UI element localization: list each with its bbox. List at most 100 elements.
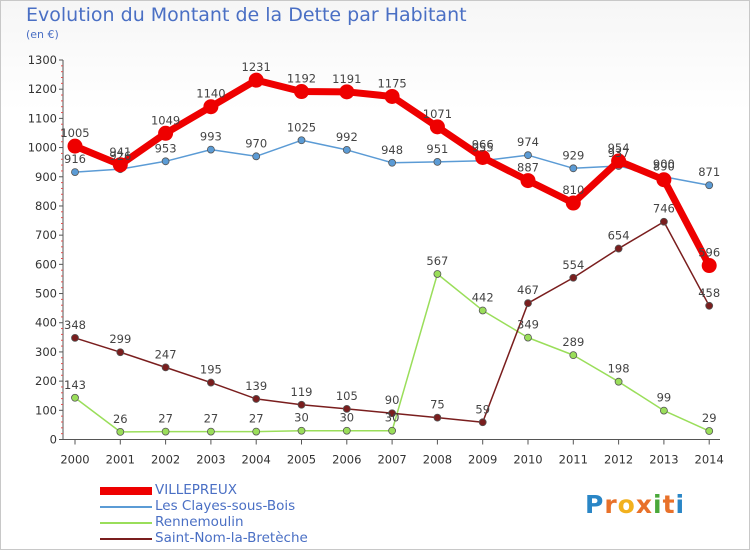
- data-point: [660, 406, 668, 415]
- data-point: [565, 195, 581, 211]
- data-label: 29: [702, 411, 717, 425]
- data-label: 974: [517, 135, 539, 149]
- proxiti-logo: Proxiti: [585, 490, 685, 519]
- data-point: [429, 119, 445, 135]
- y-tick-label: 300: [35, 345, 57, 359]
- data-point: [569, 351, 578, 360]
- x-tick-label: 2002: [151, 453, 180, 467]
- data-label: 105: [336, 389, 358, 403]
- data-label: 27: [204, 412, 219, 426]
- data-label: 1192: [287, 72, 316, 86]
- data-point: [705, 181, 714, 190]
- data-label: 1175: [377, 76, 406, 90]
- data-label: 929: [562, 148, 584, 162]
- data-label: 467: [517, 283, 539, 297]
- data-label: 970: [245, 136, 267, 150]
- data-label: 442: [472, 290, 494, 304]
- data-point: [252, 427, 261, 436]
- data-point: [252, 152, 261, 161]
- data-point: [297, 426, 306, 435]
- legend-swatch: [100, 522, 152, 524]
- data-label: 953: [155, 141, 177, 155]
- data-label: 937: [608, 146, 630, 160]
- data-label: 349: [517, 318, 539, 332]
- data-label: 887: [517, 161, 539, 175]
- legend-item: VILLEPREUX: [100, 482, 400, 500]
- data-point: [71, 393, 79, 402]
- logo-letter: i: [653, 490, 663, 519]
- data-point: [388, 158, 397, 167]
- data-point: [71, 168, 79, 176]
- data-label: 458: [698, 286, 720, 300]
- data-point: [384, 88, 400, 104]
- data-label: 119: [291, 385, 313, 399]
- data-label: 1071: [423, 107, 452, 121]
- data-label: 1140: [196, 87, 225, 101]
- x-tick-label: 2013: [649, 453, 678, 467]
- legend-swatch: [100, 487, 152, 495]
- data-point: [342, 404, 351, 413]
- y-tick-label: 500: [35, 287, 57, 301]
- data-label: 90: [385, 393, 400, 407]
- data-point: [67, 138, 83, 154]
- data-point: [705, 427, 714, 435]
- data-point: [569, 273, 578, 282]
- data-label: 26: [113, 412, 128, 426]
- data-label: 289: [562, 335, 584, 349]
- data-label: 27: [249, 412, 264, 426]
- data-point: [478, 306, 487, 315]
- data-label: 139: [245, 379, 267, 393]
- data-point: [297, 400, 306, 409]
- data-label: 1049: [151, 113, 180, 127]
- data-label: 948: [381, 143, 403, 157]
- logo-letter: t: [662, 490, 676, 519]
- y-tick-label: 1200: [28, 82, 57, 96]
- data-label: 75: [430, 398, 445, 412]
- data-point: [660, 217, 668, 226]
- x-tick-label: 2009: [468, 453, 497, 467]
- data-point: [297, 136, 306, 145]
- legend: VILLEPREUX Les Clayes-sous-Bois Rennemouli…: [100, 482, 400, 548]
- logo-letter: P: [585, 490, 605, 519]
- data-label: 890: [653, 160, 675, 174]
- legend-item: Saint-Nom-la-Bretèche: [100, 530, 400, 548]
- x-tick-label: 2014: [695, 453, 724, 467]
- data-label: 348: [64, 318, 86, 332]
- data-point: [342, 146, 351, 154]
- x-tick-label: 2006: [332, 453, 361, 467]
- data-point: [611, 153, 627, 169]
- data-label: 916: [64, 152, 86, 166]
- data-point: [342, 426, 351, 435]
- legend-item: Rennemoulin: [100, 514, 400, 532]
- data-label: 1025: [287, 120, 316, 134]
- data-point: [433, 157, 442, 166]
- data-point: [206, 145, 215, 154]
- data-label: 299: [109, 332, 131, 346]
- legend-label: Les Clayes-sous-Bois: [155, 498, 296, 514]
- data-label: 1005: [60, 126, 89, 140]
- data-point: [112, 157, 128, 173]
- data-label: 993: [200, 130, 222, 144]
- x-tick-label: 2008: [423, 453, 452, 467]
- legend-label: VILLEPREUX: [155, 482, 237, 498]
- data-label: 596: [698, 246, 720, 260]
- data-point: [206, 378, 215, 387]
- data-point: [524, 299, 532, 308]
- y-tick-label: 800: [35, 199, 57, 213]
- data-label: 143: [64, 378, 86, 392]
- data-label: 955: [472, 141, 494, 155]
- y-tick-label: 100: [35, 403, 57, 417]
- data-label: 941: [109, 145, 131, 159]
- data-label: 926: [109, 149, 131, 163]
- data-point: [701, 258, 717, 274]
- data-label: 247: [155, 347, 177, 361]
- data-point: [478, 418, 487, 427]
- logo-letter: i: [675, 490, 686, 519]
- data-point: [520, 173, 536, 189]
- data-point: [433, 413, 442, 422]
- y-tick-label: 700: [35, 228, 57, 242]
- data-point: [203, 99, 219, 115]
- y-tick-label: 1300: [28, 53, 57, 67]
- y-tick-label: 600: [35, 257, 57, 271]
- data-label: 871: [698, 165, 720, 179]
